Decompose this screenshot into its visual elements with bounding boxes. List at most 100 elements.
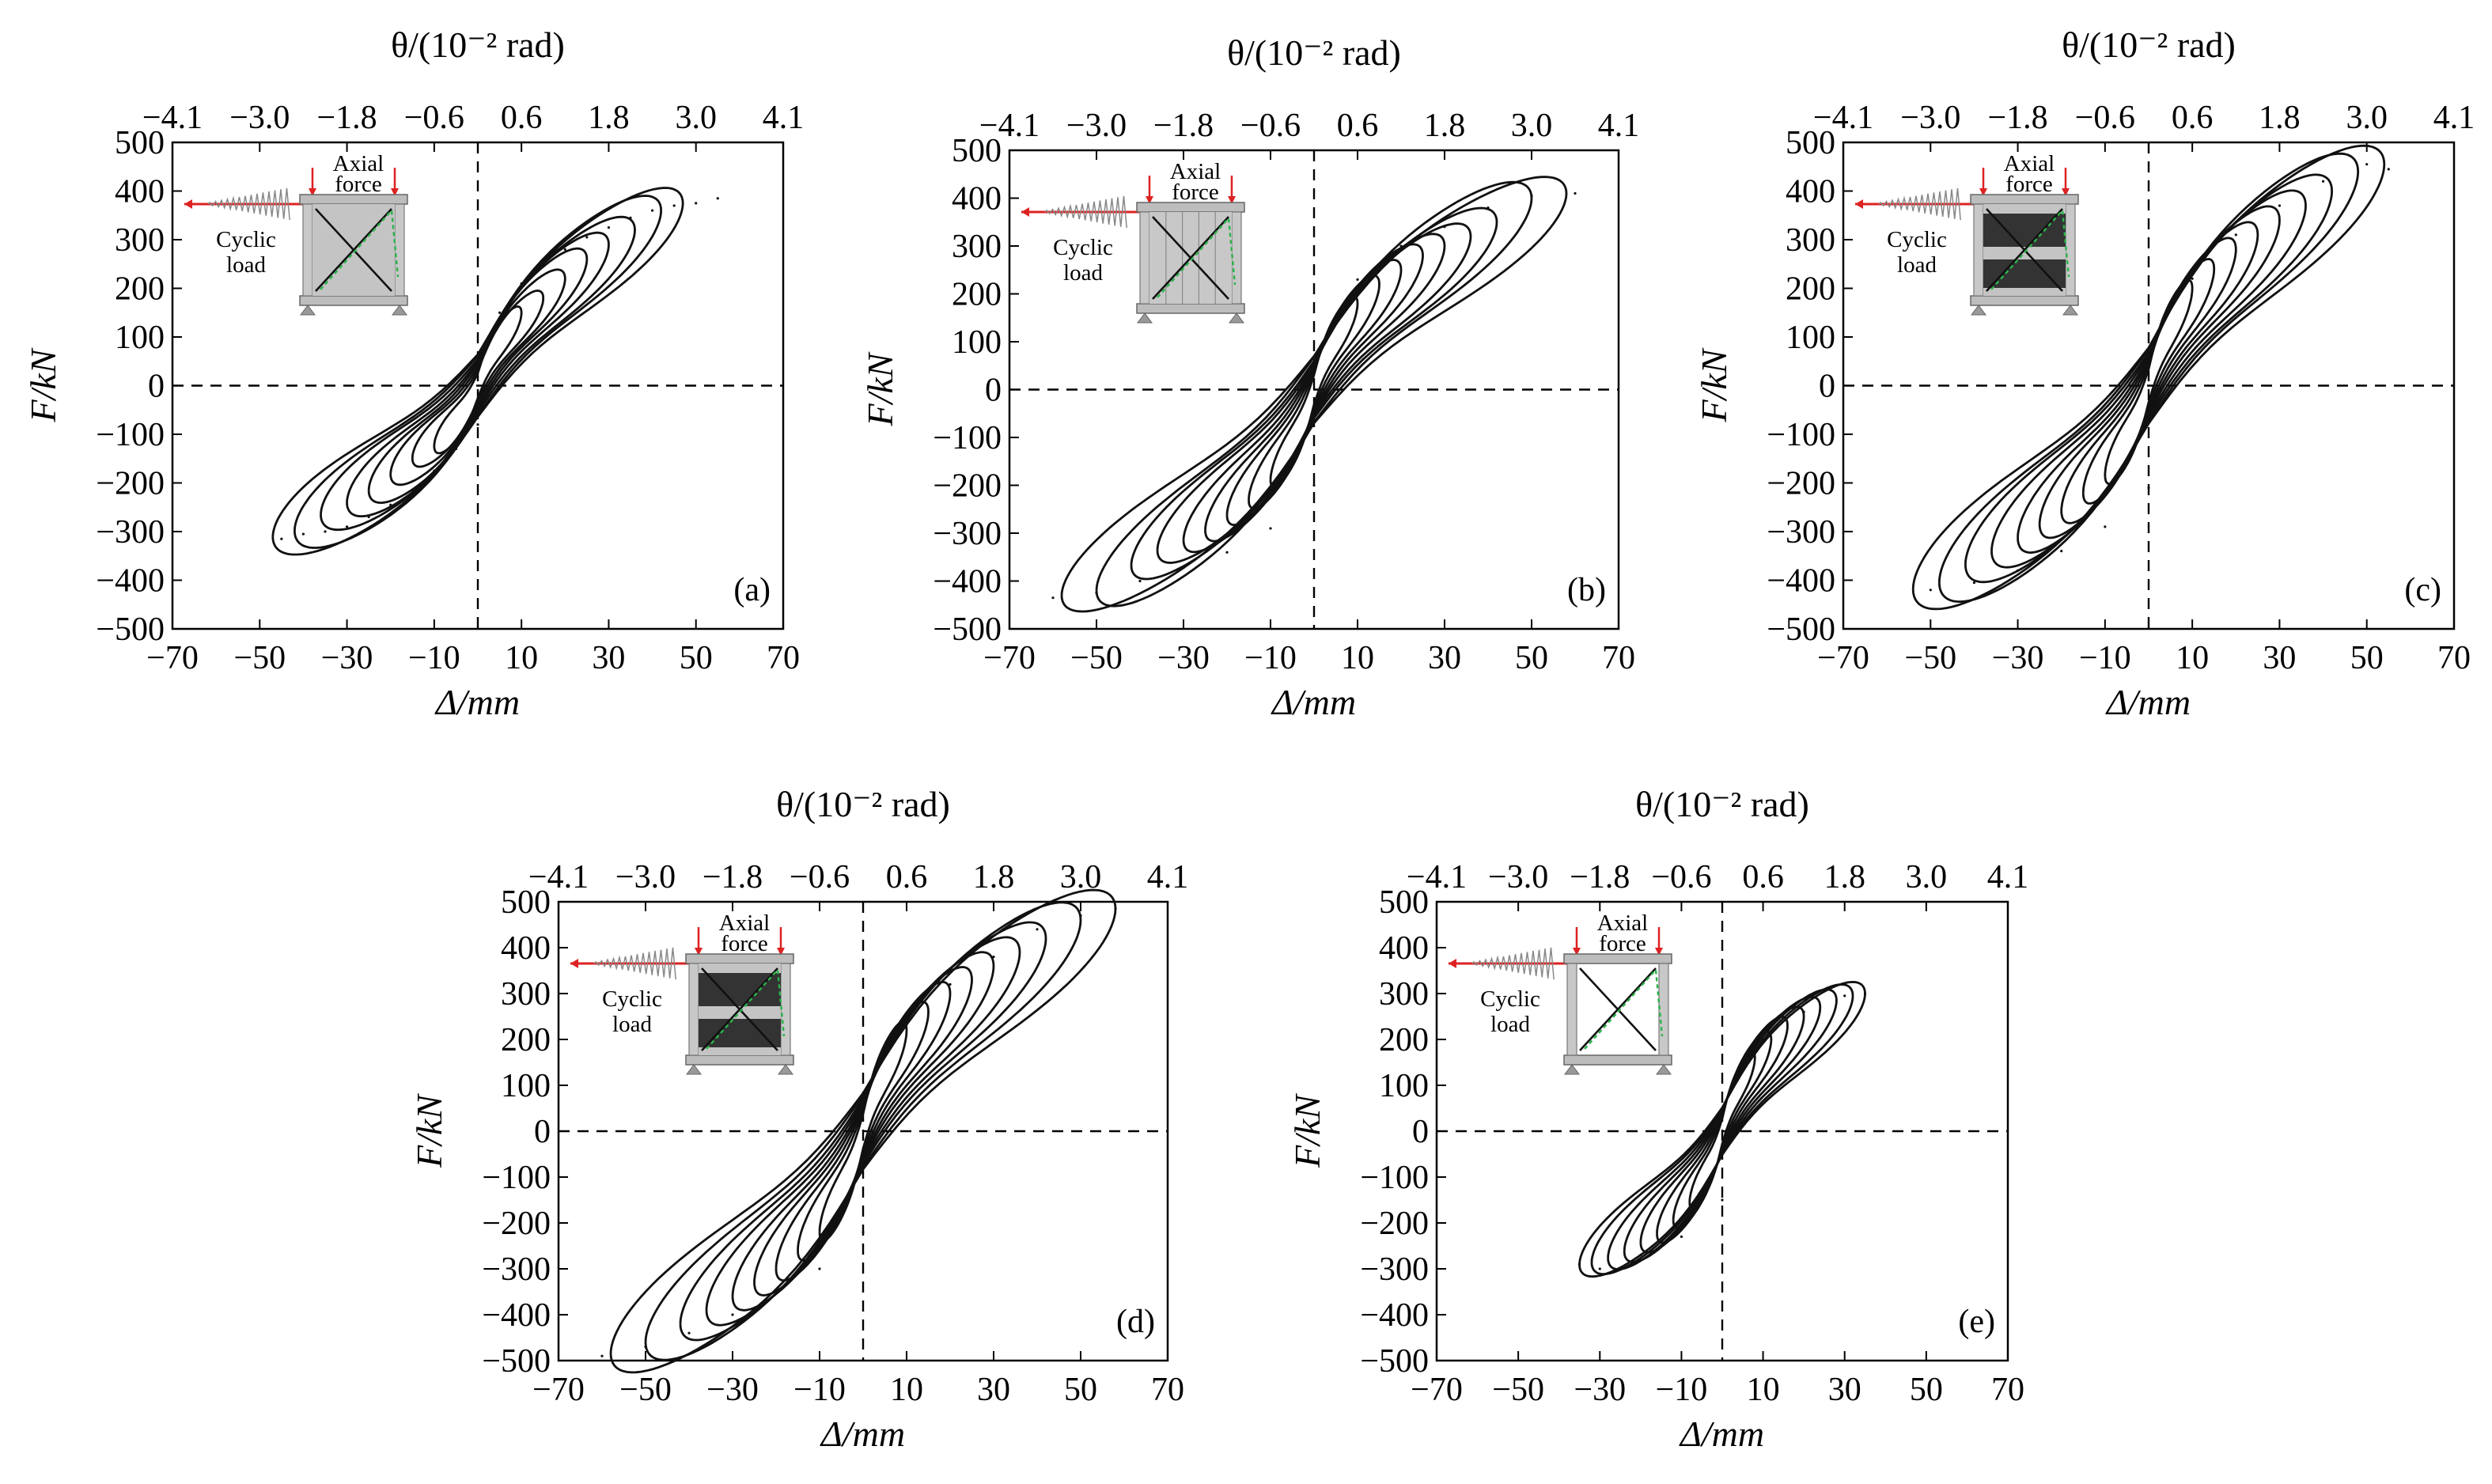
inset-label-axial: Axial	[719, 910, 770, 936]
x-axis-title: Δ/mm	[820, 1414, 905, 1454]
support-icon	[1564, 1064, 1580, 1075]
cyclic-waveform	[207, 187, 290, 221]
y-tick-label: 0	[534, 1114, 551, 1150]
envelope-point	[672, 204, 676, 207]
envelope-point	[2387, 168, 2390, 171]
envelope-point	[1843, 994, 1846, 998]
top-tick-label: −3.0	[1900, 100, 1960, 136]
envelope-point	[1095, 592, 1098, 595]
y-tick-label: 200	[1786, 271, 1835, 308]
x-axis-title: Δ/mm	[1271, 682, 1356, 722]
top-axis-title: θ/(10⁻² rad)	[1635, 784, 1809, 824]
frame-left-column	[1139, 211, 1150, 305]
y-axis-title: F/kN	[23, 347, 63, 422]
top-tick-label: 3.0	[1511, 108, 1553, 144]
envelope-point	[2321, 180, 2325, 183]
envelope-point	[1443, 225, 1446, 229]
top-tick-label: 4.1	[1987, 859, 2029, 895]
x-tick-label: 70	[1151, 1372, 1184, 1408]
chart-panel-b: −70 −50 −30 −10 10 30 50 70 −4.1 −3.0 −1.8 −0.6 0.6 1…	[860, 32, 1639, 722]
top-tick-label: 0.6	[501, 100, 543, 136]
envelope-point	[1486, 206, 1490, 210]
y-tick-label: −500	[1767, 611, 1835, 648]
top-tick-label: 3.0	[2346, 100, 2388, 136]
frame-bottom-beam	[1136, 303, 1245, 314]
y-tick-label: −300	[1360, 1251, 1429, 1288]
skeleton-envelope	[600, 907, 1117, 1357]
envelope-point	[1577, 1263, 1581, 1266]
top-tick-label: −4.1	[1813, 100, 1873, 136]
arrow-head	[2062, 188, 2070, 196]
arrow-head	[1573, 948, 1581, 956]
x-tick-label: −50	[1904, 640, 1956, 676]
skeleton-envelope	[280, 197, 719, 540]
y-tick-label: 100	[115, 320, 165, 356]
hysteresis-loops	[271, 187, 684, 556]
y-tick-label: 200	[501, 1022, 551, 1058]
y-tick-label: 400	[1786, 174, 1835, 210]
arrow-head	[1449, 959, 1456, 968]
x-tick-label: −50	[619, 1372, 672, 1408]
hysteresis-cycle-7	[294, 195, 662, 549]
y-tick-label: 100	[1379, 1068, 1429, 1104]
x-tick-label: −50	[1070, 640, 1123, 676]
inset-label-axial: Axial	[333, 151, 384, 176]
inset-label-load: load	[612, 1012, 652, 1037]
top-tick-label: −3.0	[1066, 108, 1127, 144]
top-tick-label: −4.1	[1407, 859, 1467, 895]
envelope-point	[2234, 233, 2237, 237]
frame-left-column	[302, 203, 313, 297]
top-axis-title: θ/(10⁻² rad)	[391, 25, 565, 65]
hysteresis-cycle-4	[1204, 243, 1424, 543]
envelope-point	[542, 263, 545, 266]
y-tick-label: −300	[96, 514, 165, 551]
frame-top-beam	[1970, 194, 2079, 205]
diagonal-brace	[315, 208, 392, 292]
hysteresis-cycle-3	[1656, 1016, 1789, 1244]
y-tick-label: 500	[952, 133, 1002, 169]
top-tick-label: 4.1	[2433, 100, 2475, 136]
y-tick-label: −500	[1360, 1343, 1429, 1380]
x-tick-label: 30	[977, 1372, 1010, 1408]
y-tick-label: −400	[96, 563, 165, 600]
hysteresis-cycle-7	[1590, 983, 1854, 1275]
envelope-point	[818, 1267, 821, 1270]
envelope-point	[1312, 483, 1316, 487]
y-tick-label: −500	[933, 611, 1002, 648]
y-tick-label: 300	[952, 229, 1002, 265]
top-tick-label: −0.6	[1240, 108, 1301, 144]
arrow-head	[309, 188, 316, 196]
top-tick-label: −1.8	[1153, 108, 1214, 144]
y-tick-label: 0	[1819, 369, 1835, 405]
y-tick-label: −200	[1767, 466, 1835, 502]
y-tick-label: −500	[96, 611, 165, 648]
top-tick-label: −1.8	[316, 100, 377, 136]
top-tick-label: 1.8	[973, 859, 1015, 895]
top-tick-label: −3.0	[229, 100, 290, 136]
top-tick-label: −1.8	[703, 859, 763, 895]
chart-panel-e: −70 −50 −30 −10 10 30 50 70 −4.1 −3.0 −1.8 −0.6 0.6 1…	[1287, 784, 2028, 1454]
arrow-head	[1855, 199, 1863, 209]
envelope-point	[1929, 589, 1932, 592]
y-tick-label: 500	[1786, 125, 1835, 161]
y-tick-label: −400	[933, 564, 1002, 600]
frame-top-beam	[685, 953, 794, 964]
y-tick-label: 200	[952, 277, 1002, 313]
chart-panel-c: −70 −50 −30 −10 10 30 50 70 −4.1 −3.0 −1.8 −0.6 0.6 1…	[1694, 25, 2475, 722]
inset-label-axial: Axial	[1597, 910, 1648, 936]
envelope-point	[862, 1231, 865, 1234]
y-tick-label: 400	[115, 174, 165, 210]
x-tick-label: −50	[233, 640, 286, 676]
envelope-point	[585, 236, 589, 239]
x-axis-title: Δ/mm	[434, 682, 520, 722]
top-tick-label: −0.6	[404, 100, 464, 136]
strut-path-green	[1584, 967, 1664, 1050]
envelope-point	[1182, 565, 1185, 568]
hysteresis-loops	[1911, 144, 2386, 611]
panel-label: (c)	[2404, 572, 2441, 608]
envelope-point	[324, 530, 327, 533]
x-tick-label: −10	[793, 1372, 846, 1408]
top-axis-title: θ/(10⁻² rad)	[1227, 32, 1401, 73]
frame-left-column	[1973, 203, 1984, 297]
hysteresis-cycle-4	[367, 247, 589, 504]
